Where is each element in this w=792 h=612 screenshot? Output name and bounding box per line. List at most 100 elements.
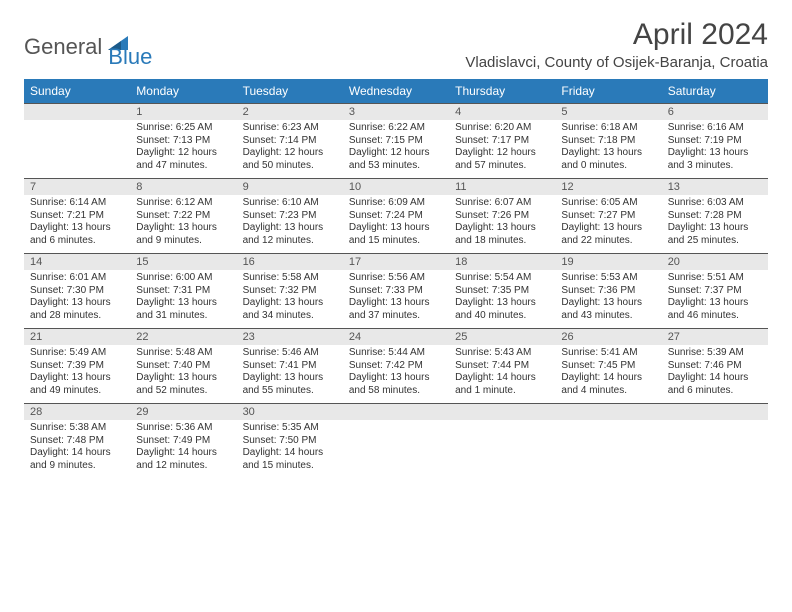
sunrise-text: Sunrise: 5:51 AM [668,272,762,285]
sunset-text: Sunset: 7:19 PM [668,135,762,148]
daylight-text: and 4 minutes. [561,385,655,398]
daylight-text: Daylight: 13 hours [668,147,762,160]
sunset-text: Sunset: 7:39 PM [30,360,124,373]
calendar-cell: 23Sunrise: 5:46 AMSunset: 7:41 PMDayligh… [237,329,343,404]
daylight-text: and 40 minutes. [455,310,549,323]
daylight-text: and 22 minutes. [561,235,655,248]
calendar-cell: 26Sunrise: 5:41 AMSunset: 7:45 PMDayligh… [555,329,661,404]
daylight-text: Daylight: 13 hours [668,222,762,235]
calendar-cell: 7Sunrise: 6:14 AMSunset: 7:21 PMDaylight… [24,179,130,254]
daylight-text: and 6 minutes. [668,385,762,398]
date-number: 26 [555,329,661,345]
sunrise-text: Sunrise: 5:58 AM [243,272,337,285]
daylight-text: Daylight: 14 hours [30,447,124,460]
date-number: 29 [130,404,236,420]
calendar-cell: 3Sunrise: 6:22 AMSunset: 7:15 PMDaylight… [343,104,449,179]
cell-body: Sunrise: 5:44 AMSunset: 7:42 PMDaylight:… [343,345,449,403]
calendar-cell: 12Sunrise: 6:05 AMSunset: 7:27 PMDayligh… [555,179,661,254]
week-row: 1Sunrise: 6:25 AMSunset: 7:13 PMDaylight… [24,104,768,179]
date-number: 16 [237,254,343,270]
daylight-text: Daylight: 14 hours [243,447,337,460]
daylight-text: Daylight: 13 hours [30,297,124,310]
cell-body: Sunrise: 6:20 AMSunset: 7:17 PMDaylight:… [449,120,555,178]
date-number: 10 [343,179,449,195]
daylight-text: Daylight: 13 hours [30,222,124,235]
daylight-text: Daylight: 14 hours [136,447,230,460]
cell-body: Sunrise: 5:43 AMSunset: 7:44 PMDaylight:… [449,345,555,403]
cell-body: Sunrise: 6:22 AMSunset: 7:15 PMDaylight:… [343,120,449,178]
day-header-thursday: Thursday [449,79,555,104]
calendar-cell [449,404,555,479]
sunset-text: Sunset: 7:18 PM [561,135,655,148]
daylight-text: Daylight: 13 hours [455,297,549,310]
cell-body: Sunrise: 5:56 AMSunset: 7:33 PMDaylight:… [343,270,449,328]
daylight-text: and 47 minutes. [136,160,230,173]
calendar-cell: 10Sunrise: 6:09 AMSunset: 7:24 PMDayligh… [343,179,449,254]
cell-body: Sunrise: 5:58 AMSunset: 7:32 PMDaylight:… [237,270,343,328]
sunrise-text: Sunrise: 5:48 AM [136,347,230,360]
date-number-empty [24,104,130,120]
date-number: 13 [662,179,768,195]
sunrise-text: Sunrise: 6:22 AM [349,122,443,135]
cell-body: Sunrise: 6:23 AMSunset: 7:14 PMDaylight:… [237,120,343,178]
cell-body: Sunrise: 5:49 AMSunset: 7:39 PMDaylight:… [24,345,130,403]
cell-body: Sunrise: 6:14 AMSunset: 7:21 PMDaylight:… [24,195,130,253]
date-number: 5 [555,104,661,120]
daylight-text: and 3 minutes. [668,160,762,173]
logo-text-blue: Blue [108,44,152,70]
calendar-cell: 8Sunrise: 6:12 AMSunset: 7:22 PMDaylight… [130,179,236,254]
date-number: 3 [343,104,449,120]
date-number: 28 [24,404,130,420]
sunset-text: Sunset: 7:15 PM [349,135,443,148]
sunrise-text: Sunrise: 6:09 AM [349,197,443,210]
date-number-empty [555,404,661,420]
cell-body: Sunrise: 6:25 AMSunset: 7:13 PMDaylight:… [130,120,236,178]
date-number: 14 [24,254,130,270]
date-number: 2 [237,104,343,120]
sunrise-text: Sunrise: 6:14 AM [30,197,124,210]
calendar-cell: 27Sunrise: 5:39 AMSunset: 7:46 PMDayligh… [662,329,768,404]
date-number: 30 [237,404,343,420]
calendar-cell: 24Sunrise: 5:44 AMSunset: 7:42 PMDayligh… [343,329,449,404]
daylight-text: Daylight: 13 hours [136,372,230,385]
day-header-tuesday: Tuesday [237,79,343,104]
calendar-cell [24,104,130,179]
title-block: April 2024 Vladislavci, County of Osijek… [465,18,768,71]
week-row: 7Sunrise: 6:14 AMSunset: 7:21 PMDaylight… [24,179,768,254]
sunrise-text: Sunrise: 5:44 AM [349,347,443,360]
sunrise-text: Sunrise: 6:18 AM [561,122,655,135]
date-number-empty [449,404,555,420]
daylight-text: and 18 minutes. [455,235,549,248]
daylight-text: Daylight: 12 hours [243,147,337,160]
sunrise-text: Sunrise: 5:54 AM [455,272,549,285]
calendar-cell: 29Sunrise: 5:36 AMSunset: 7:49 PMDayligh… [130,404,236,479]
sunrise-text: Sunrise: 5:39 AM [668,347,762,360]
date-number: 20 [662,254,768,270]
calendar-cell: 28Sunrise: 5:38 AMSunset: 7:48 PMDayligh… [24,404,130,479]
daylight-text: and 9 minutes. [136,235,230,248]
daylight-text: Daylight: 12 hours [455,147,549,160]
sunset-text: Sunset: 7:30 PM [30,285,124,298]
sunset-text: Sunset: 7:42 PM [349,360,443,373]
cell-body: Sunrise: 6:10 AMSunset: 7:23 PMDaylight:… [237,195,343,253]
sunset-text: Sunset: 7:21 PM [30,210,124,223]
calendar-cell [343,404,449,479]
sunset-text: Sunset: 7:13 PM [136,135,230,148]
sunrise-text: Sunrise: 6:03 AM [668,197,762,210]
calendar-cell: 5 Sunrise: 6:18 AMSunset: 7:18 PMDaylight… [555,104,661,179]
cell-body: Sunrise: 6:07 AMSunset: 7:26 PMDaylight:… [449,195,555,253]
sunrise-text: Sunrise: 6:01 AM [30,272,124,285]
sunrise-text: Sunrise: 6:23 AM [243,122,337,135]
cell-body: Sunrise: 5:36 AMSunset: 7:49 PMDaylight:… [130,420,236,478]
daylight-text: and 37 minutes. [349,310,443,323]
sunrise-text: Sunrise: 6:10 AM [243,197,337,210]
date-number: 11 [449,179,555,195]
calendar-cell: 19Sunrise: 5:53 AMSunset: 7:36 PMDayligh… [555,254,661,329]
daylight-text: Daylight: 13 hours [561,147,655,160]
daylight-text: and 12 minutes. [243,235,337,248]
calendar-cell: 20Sunrise: 5:51 AMSunset: 7:37 PMDayligh… [662,254,768,329]
cell-body: Sunrise: 5:46 AMSunset: 7:41 PMDaylight:… [237,345,343,403]
sunrise-text: Sunrise: 5:56 AM [349,272,443,285]
cell-body: Sunrise: 6:00 AMSunset: 7:31 PMDaylight:… [130,270,236,328]
sunset-text: Sunset: 7:36 PM [561,285,655,298]
